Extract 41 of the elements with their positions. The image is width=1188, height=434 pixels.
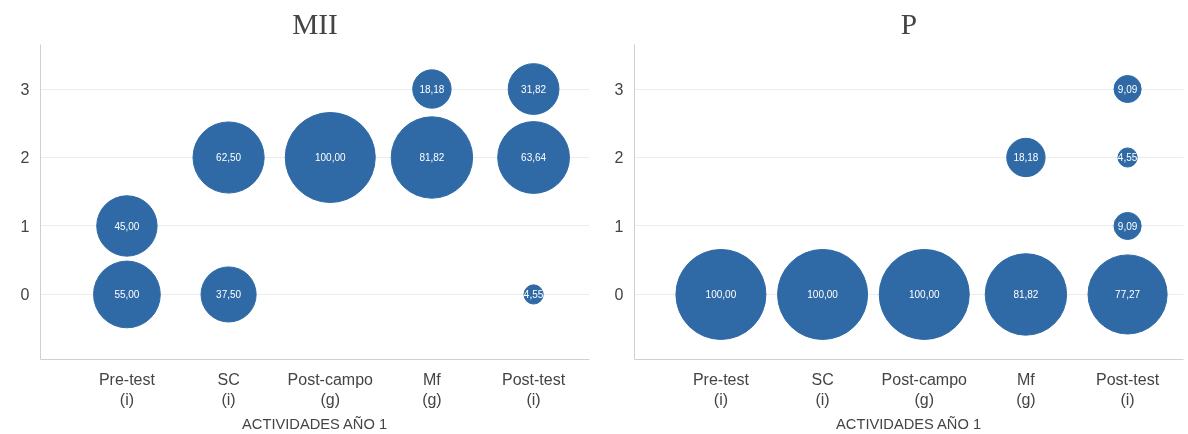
y-tick-label: 2	[20, 149, 30, 167]
annotation: 62,50	[216, 152, 242, 164]
y-tick-label: 2	[614, 149, 624, 167]
annotation: 81,82	[419, 152, 445, 164]
y-tick-label: 3	[614, 81, 624, 99]
x-tick-label: Mf (g)	[422, 370, 442, 408]
x-tick-label: Pre-test (i)	[98, 370, 156, 408]
y-tick-label: 1	[614, 217, 624, 235]
annotation: 9,09	[1117, 84, 1138, 96]
x-axis-title: ACTIVIDADES AÑO 1	[242, 415, 388, 432]
y-tick-label: 0	[614, 286, 624, 304]
annotation: 100,00	[908, 289, 940, 301]
annotation: 45,00	[114, 220, 140, 232]
x-tick-label: Post-test (i)	[1096, 370, 1160, 408]
x-tick-label: Post-campo (g)	[881, 370, 968, 408]
x-tick-label: SC (i)	[811, 370, 834, 408]
annotation: 81,82	[1013, 289, 1039, 301]
annotation: 31,82	[521, 84, 547, 96]
annotation: 9,09	[1117, 220, 1138, 232]
annotation: 4,55	[1117, 152, 1138, 164]
x-tick-label: SC (i)	[217, 370, 240, 408]
y-tick-label: 0	[20, 286, 30, 304]
x-tick-label: Post-campo (g)	[287, 370, 374, 408]
y-tick-label: 1	[20, 217, 30, 235]
annotation: 100,00	[807, 289, 839, 301]
y-tick-label: 3	[20, 81, 30, 99]
annotation: 77,27	[1115, 289, 1141, 301]
annotation: 18,18	[419, 84, 445, 96]
annotation: 18,18	[1013, 152, 1039, 164]
annotation: 37,50	[216, 289, 242, 301]
chart-title: P	[900, 7, 918, 40]
x-axis-title: ACTIVIDADES AÑO 1	[836, 415, 982, 432]
annotation: 55,00	[114, 289, 140, 301]
annotation: 4,55	[523, 289, 544, 301]
annotation: 100,00	[314, 152, 346, 164]
annotation: 63,64	[521, 152, 547, 164]
x-tick-label: Pre-test (i)	[692, 370, 750, 408]
x-tick-label: Post-test (i)	[502, 370, 566, 408]
x-tick-label: Mf (g)	[1016, 370, 1036, 408]
chart-title: MII	[292, 7, 338, 40]
annotation: 100,00	[705, 289, 737, 301]
